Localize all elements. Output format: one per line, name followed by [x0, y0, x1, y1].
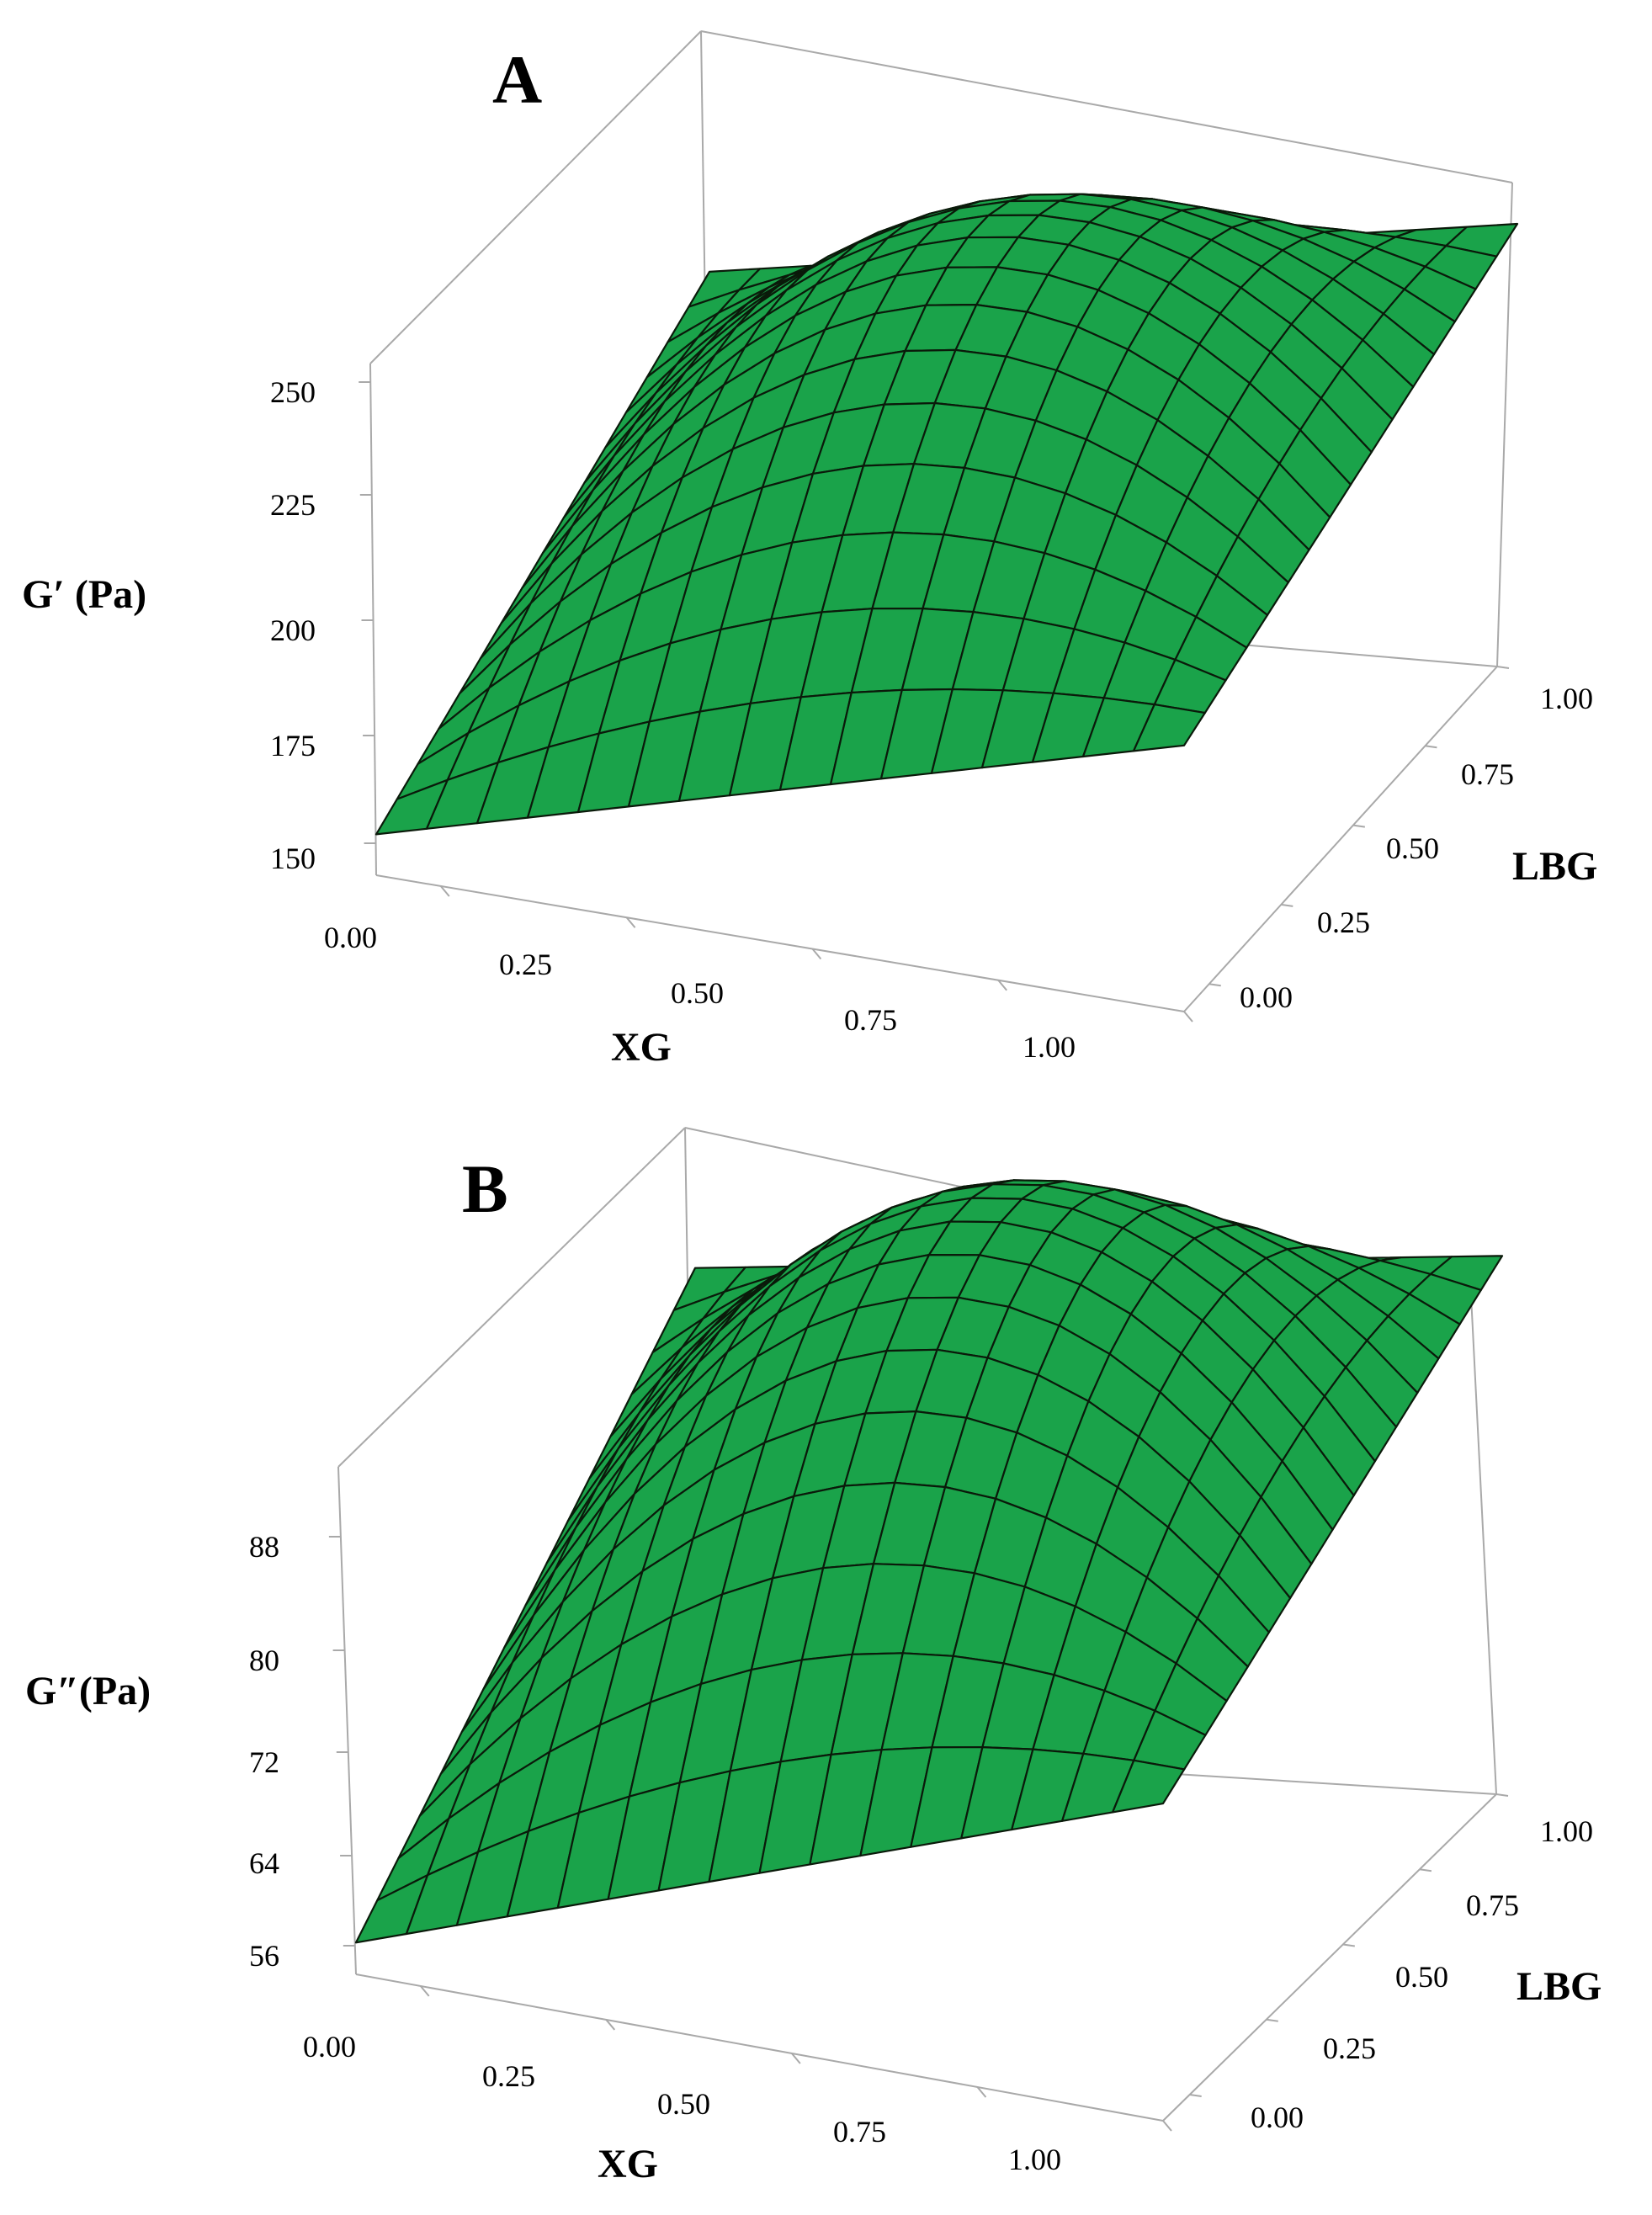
y-tick-mark — [1496, 666, 1510, 669]
panel-b-x-tick-2: 0.50 — [657, 2087, 710, 2121]
panel-b-z-tick-72: 72 — [249, 1745, 279, 1779]
y-tick-mark — [1266, 2018, 1278, 2022]
panel-a-z-tick-200: 200 — [270, 614, 316, 647]
panel-b-y-tick-4: 1.00 — [1540, 1814, 1593, 1848]
x-tick-mark — [976, 2086, 987, 2098]
panel-a-x-tick-0: 0.00 — [324, 921, 377, 954]
panel-b-letter: B — [462, 1150, 508, 1227]
panel-a-x-tick-2: 0.50 — [671, 976, 724, 1010]
panel-b-x-tick-3: 0.75 — [833, 2115, 886, 2149]
y-tick-mark — [1352, 824, 1366, 828]
x-tick-mark — [440, 885, 450, 897]
x-tick-mark — [605, 2019, 616, 2031]
panel-b-x-tick-4: 1.00 — [1008, 2143, 1061, 2176]
y-tick-mark — [1495, 1793, 1509, 1797]
panel-b-y-tick-1: 0.25 — [1323, 2032, 1376, 2065]
panel-a: A 250 225 200 175 150 0.00 0.25 0.50 0.7… — [22, 30, 1597, 1070]
panel-b-x-tick-0: 0.00 — [303, 2030, 356, 2064]
panel-b-z-tick-80: 80 — [249, 1644, 279, 1677]
x-tick-mark — [1183, 1011, 1193, 1023]
y-tick-mark — [1342, 1943, 1355, 1947]
panel-a-y-tick-0: 0.00 — [1240, 980, 1293, 1014]
panel-b: B 88 80 72 64 56 0.00 0.25 0.50 0.75 1.0… — [25, 1127, 1602, 2186]
x-tick-mark — [791, 2053, 801, 2064]
panel-a-y-axis-title: LBG — [1512, 844, 1597, 889]
panel-b-y-tick-0: 0.00 — [1251, 2101, 1304, 2134]
panel-b-y-axis-title: LBG — [1517, 1964, 1602, 2009]
x-tick-mark — [419, 1985, 430, 1997]
x-tick-mark — [811, 948, 822, 960]
panel-a-y-tick-3: 0.75 — [1461, 757, 1514, 791]
panel-a-z-tick-175: 175 — [270, 729, 316, 762]
panel-b-x-axis-title: XG — [598, 2142, 658, 2186]
surface-cell — [1111, 1759, 1186, 1814]
panel-a-z-tick-150: 150 — [270, 842, 316, 875]
panel-a-z-tick-250: 250 — [270, 375, 316, 409]
panel-b-z-axis-title: G″(Pa) — [25, 1669, 151, 1713]
response-surface-b — [354, 1179, 1504, 1944]
panel-a-letter: A — [492, 41, 542, 118]
panel-b-ticks — [328, 1536, 1509, 2132]
surface-cell — [1132, 703, 1206, 752]
y-tick-mark — [1425, 745, 1437, 749]
y-tick-mark — [1189, 2093, 1202, 2097]
panel-a-y-tick-4: 1.00 — [1540, 682, 1593, 715]
y-tick-mark — [1281, 903, 1293, 907]
panel-b-y-tick-3: 0.75 — [1466, 1888, 1519, 1922]
response-surface-a — [374, 193, 1519, 836]
panel-b-y-tick-2: 0.50 — [1395, 1960, 1448, 1994]
x-tick-mark — [997, 980, 1007, 991]
panel-a-ticks — [359, 381, 1510, 1023]
panel-a-x-tick-3: 0.75 — [844, 1003, 897, 1037]
panel-b-z-tick-64: 64 — [249, 1846, 279, 1880]
panel-a-x-tick-4: 1.00 — [1023, 1030, 1076, 1064]
y-tick-mark — [1419, 1868, 1432, 1872]
panel-b-z-tick-56: 56 — [249, 1939, 279, 1973]
panel-b-z-tick-88: 88 — [249, 1530, 279, 1564]
panel-a-x-axis-title: XG — [611, 1025, 672, 1070]
x-tick-mark — [1162, 2120, 1172, 2132]
panel-a-y-tick-2: 0.50 — [1386, 831, 1439, 865]
panel-a-z-tick-225: 225 — [270, 488, 316, 522]
panel-a-y-tick-1: 0.25 — [1317, 906, 1370, 939]
panel-a-z-axis-title: G′ (Pa) — [22, 572, 146, 617]
panel-b-x-tick-1: 0.25 — [482, 2059, 535, 2093]
x-tick-mark — [625, 916, 636, 928]
y-tick-mark — [1208, 983, 1221, 987]
panel-a-x-tick-1: 0.25 — [499, 948, 552, 981]
